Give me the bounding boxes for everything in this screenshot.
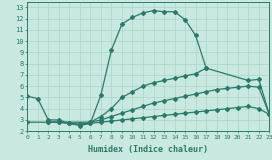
X-axis label: Humidex (Indice chaleur): Humidex (Indice chaleur) [88, 145, 208, 154]
